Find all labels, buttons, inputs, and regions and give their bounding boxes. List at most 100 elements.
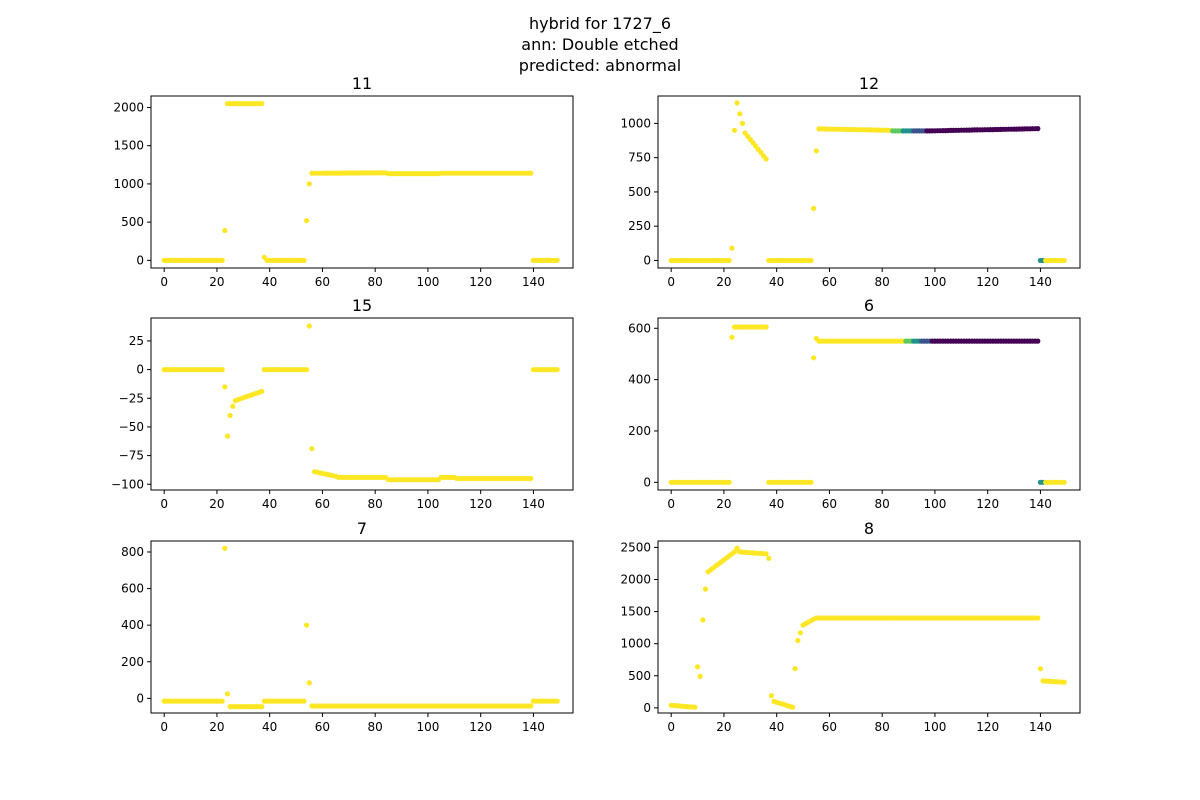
data-point <box>763 551 769 557</box>
y-tick-label: 400 <box>628 373 651 387</box>
x-tick-label: 140 <box>1029 497 1052 511</box>
data-point <box>528 170 534 176</box>
data-point <box>230 403 236 409</box>
data-point <box>554 698 560 704</box>
data-point <box>729 245 735 251</box>
data-point <box>726 479 732 485</box>
data-point <box>813 148 819 154</box>
x-tick-label: 140 <box>1029 275 1052 289</box>
x-tick-label: 80 <box>368 720 383 734</box>
data-point <box>259 388 265 394</box>
y-tick-label: 600 <box>121 582 144 596</box>
data-points <box>161 545 560 710</box>
axes-frame <box>657 317 1081 491</box>
y-tick-label: 0 <box>136 253 144 267</box>
x-tick-label: 40 <box>769 275 784 289</box>
y-tick-label: 600 <box>628 321 651 335</box>
data-point <box>259 704 265 710</box>
data-point <box>1061 257 1067 264</box>
y-tick-label: 0 <box>136 691 144 705</box>
data-point <box>304 218 310 224</box>
data-point <box>731 127 738 133</box>
data-point <box>301 698 307 704</box>
x-tick-label: 100 <box>416 497 439 511</box>
x-tick-label: 60 <box>822 720 837 734</box>
axes-frame <box>150 95 574 269</box>
data-point <box>797 630 804 636</box>
x-tick-label: 40 <box>262 720 277 734</box>
y-tick-label: 2500 <box>620 540 651 554</box>
x-tick-label: 60 <box>822 497 837 511</box>
data-point <box>811 355 817 361</box>
data-points <box>668 324 1067 485</box>
data-point <box>219 367 225 373</box>
y-tick-label: 750 <box>628 151 651 165</box>
y-tick-label: 25 <box>129 334 144 348</box>
data-point <box>1061 479 1067 485</box>
y-tick-label: −50 <box>119 420 144 434</box>
x-tick-label: 40 <box>769 720 784 734</box>
data-point <box>763 324 769 330</box>
data-point <box>692 704 698 710</box>
x-tick-label: 140 <box>522 497 545 511</box>
x-tick-label: 20 <box>716 720 731 734</box>
data-point <box>697 673 703 680</box>
data-point <box>700 617 706 623</box>
data-point <box>304 622 310 628</box>
data-point <box>304 367 310 373</box>
x-tick-label: 0 <box>667 720 675 734</box>
axes-frame <box>150 540 574 714</box>
x-tick-label: 140 <box>522 275 545 289</box>
x-tick-label: 20 <box>209 275 224 289</box>
x-tick-label: 140 <box>1029 720 1052 734</box>
data-point <box>227 412 233 419</box>
axes-frame <box>657 95 1081 269</box>
data-point <box>222 545 228 551</box>
data-point <box>224 433 231 439</box>
subplot-title: 15 <box>352 296 372 315</box>
data-point <box>811 205 817 211</box>
data-point <box>1037 666 1043 672</box>
axes-frame <box>150 317 574 491</box>
data-point <box>219 698 225 704</box>
data-points <box>668 545 1067 710</box>
figure-title-line-1: hybrid for 1727_6 <box>528 14 671 33</box>
data-point <box>219 257 225 263</box>
data-point <box>554 257 560 263</box>
axes-frame <box>657 540 1081 714</box>
y-tick-label: 1500 <box>620 605 651 619</box>
data-point <box>1035 126 1041 132</box>
x-tick-label: 120 <box>976 275 999 289</box>
subplot-title: 7 <box>357 519 367 538</box>
data-point <box>309 446 315 452</box>
data-point <box>528 703 534 709</box>
x-tick-label: 20 <box>716 497 731 511</box>
data-point <box>737 111 743 117</box>
data-point <box>528 475 534 482</box>
data-point <box>222 384 228 390</box>
y-tick-label: 200 <box>628 424 651 438</box>
data-point <box>306 680 312 686</box>
y-tick-label: 0 <box>643 701 651 715</box>
x-tick-label: 0 <box>160 275 168 289</box>
y-tick-label: 400 <box>121 618 144 632</box>
x-tick-label: 100 <box>416 275 439 289</box>
y-tick-label: 200 <box>121 655 144 669</box>
data-point <box>554 367 560 373</box>
y-tick-label: 500 <box>628 185 651 199</box>
x-tick-label: 20 <box>209 497 224 511</box>
x-tick-label: 0 <box>667 497 675 511</box>
x-tick-label: 80 <box>368 497 383 511</box>
y-tick-label: 500 <box>628 669 651 683</box>
y-tick-label: 2000 <box>113 100 144 114</box>
x-tick-label: 120 <box>469 497 492 511</box>
x-tick-label: 40 <box>262 497 277 511</box>
data-point <box>306 323 312 329</box>
subplot-title: 8 <box>864 519 874 538</box>
data-point <box>795 637 801 644</box>
x-tick-label: 0 <box>160 720 168 734</box>
x-tick-label: 60 <box>315 275 330 289</box>
